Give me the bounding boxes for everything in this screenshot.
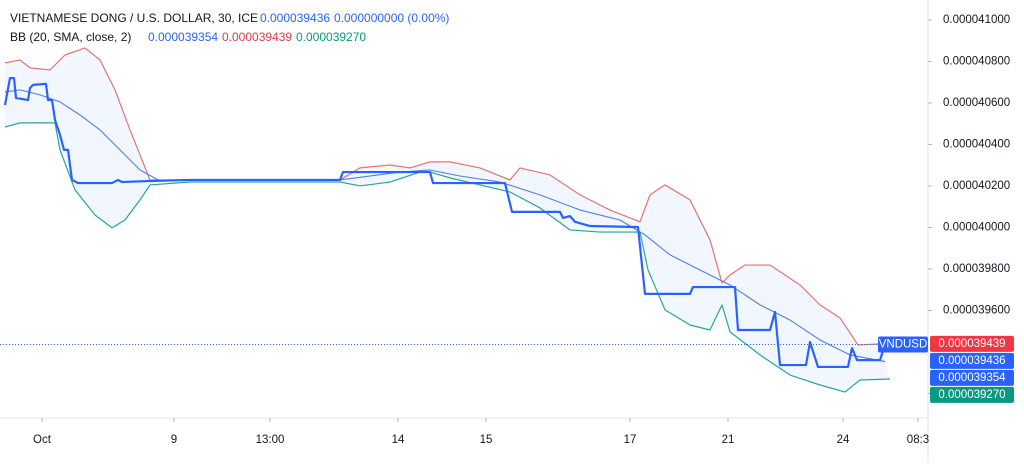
x-tick-label: 17 (624, 434, 637, 446)
y-tick-label: 0.000040000 (943, 222, 1010, 234)
price-tag (930, 386, 1014, 403)
x-tick-label: 24 (837, 434, 850, 446)
symbol-tag (878, 336, 928, 353)
y-tick-label: 0.000040800 (943, 55, 1010, 67)
band-fill (5, 47, 890, 393)
price-tag (930, 369, 1014, 386)
x-tick-label: 21 (722, 434, 735, 446)
y-tick-label: 0.000040600 (943, 97, 1010, 109)
y-tick-label: 0.000040400 (943, 138, 1010, 150)
band-line (4, 47, 881, 346)
plot-area (3, 47, 891, 393)
symbol-tag-label: VNDUSD (879, 339, 928, 351)
x-tick-label: 14 (392, 434, 405, 446)
band-line (4, 122, 891, 393)
x-tick-label: Oct (33, 434, 52, 446)
legend-change: 0.000000000 (0.00%) (334, 11, 449, 25)
x-tick-label: 13:00 (256, 434, 285, 446)
price-line (3, 76, 887, 369)
price-tag (930, 335, 1014, 352)
x-tick-label: 9 (171, 434, 177, 446)
legend-upper: 0.000039439 (222, 30, 292, 44)
price-tag-label: 0.000039439 (938, 338, 1005, 350)
band-line (4, 89, 886, 363)
indicator-name: BB (20, SMA, close, 2) (10, 30, 131, 44)
y-tick-label: 0.000039600 (943, 305, 1010, 317)
y-tick-label: 0.000041000 (943, 14, 1010, 26)
legend-price: 0.000039436 (260, 11, 330, 25)
legend-lower: 0.000039270 (296, 30, 366, 44)
legend-basis: 0.000039354 (148, 30, 218, 44)
price-tag (930, 352, 1014, 369)
y-tick-label: 0.000039800 (943, 263, 1010, 275)
price-tag-label: 0.000039270 (938, 389, 1005, 401)
y-tick-label: 0.000040200 (943, 180, 1010, 192)
price-tag-label: 0.000039354 (938, 372, 1006, 384)
price-tag-label: 0.000039436 (938, 355, 1005, 367)
chart-title: VIETNAMESE DONG / U.S. DOLLAR, 30, ICE (10, 11, 258, 25)
x-tick-label: 08:3 (907, 434, 929, 446)
x-tick-label: 15 (480, 434, 493, 446)
